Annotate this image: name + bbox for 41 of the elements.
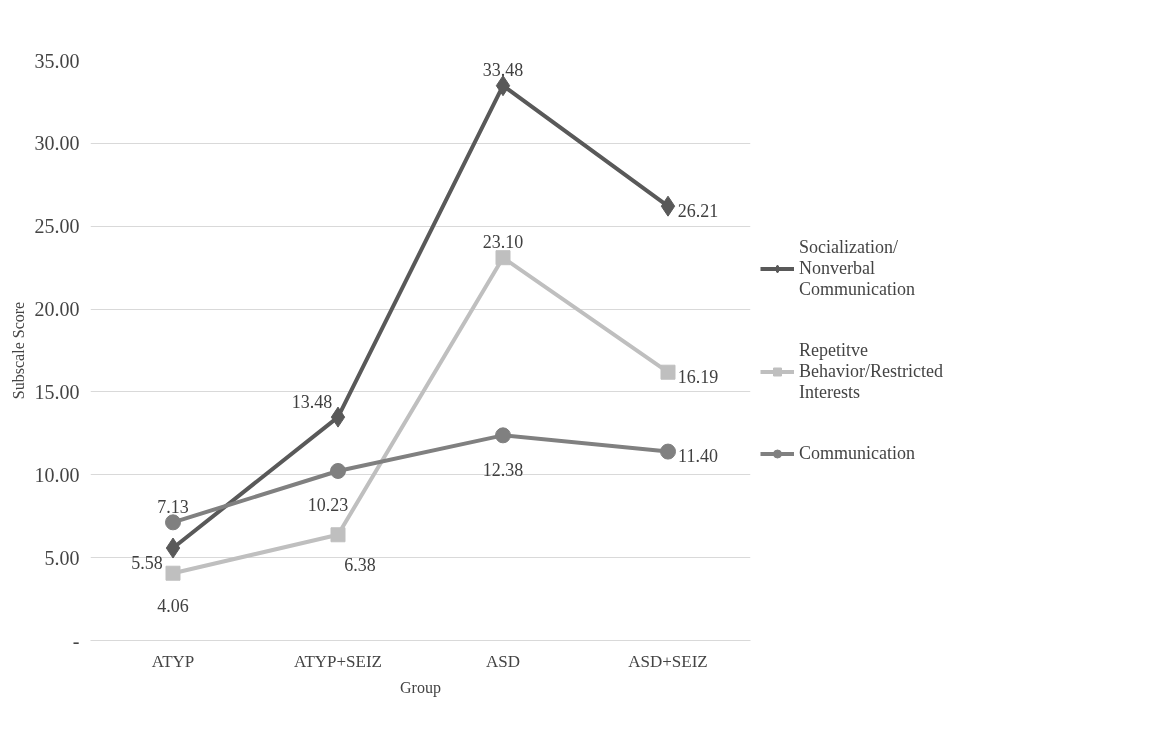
data-label: 4.06 <box>157 595 189 616</box>
y-tick-label: 30.00 <box>34 132 80 155</box>
x-axis-title: Group <box>400 678 441 697</box>
data-label: 10.23 <box>307 495 349 516</box>
point <box>330 527 346 543</box>
y-tick-label: 15.00 <box>34 380 80 403</box>
y-tick-label: 10.00 <box>34 463 80 486</box>
data-label: 12.38 <box>482 459 524 480</box>
data-label: 26.21 <box>677 200 719 221</box>
y-tick-label: 20.00 <box>34 298 80 321</box>
x-tick-label: ATYP <box>151 651 195 671</box>
data-label: 33.48 <box>482 60 524 81</box>
y-tick-label: 5.00 <box>44 546 80 569</box>
point <box>495 250 511 266</box>
x-tick-label: ATYP+SEIZ <box>294 651 382 671</box>
point <box>495 75 511 97</box>
legend-label: Communication <box>799 442 915 464</box>
y-axis-title: Subscale Score <box>9 301 27 400</box>
legend-label: Socialization/ Nonverbal Communication <box>799 236 915 300</box>
data-label: 7.13 <box>157 496 189 517</box>
y-tick-label: 25.00 <box>34 215 80 238</box>
point <box>165 514 181 531</box>
data-label: 11.40 <box>678 446 718 467</box>
data-label: 16.19 <box>677 366 719 387</box>
data-label: 13.48 <box>291 391 333 412</box>
y-tick-label: 35.00 <box>34 49 80 72</box>
point <box>330 406 346 428</box>
point <box>165 537 181 559</box>
x-tick-label: ASD <box>486 651 521 671</box>
point <box>165 565 181 581</box>
point <box>660 195 676 217</box>
point <box>660 443 676 460</box>
data-label: 5.58 <box>131 552 163 573</box>
data-label: 23.10 <box>482 232 524 253</box>
legend-label: Repetitve Behavior/Restricted Interests <box>799 339 943 403</box>
point <box>495 427 511 444</box>
point <box>660 364 676 380</box>
y-tick-label: - <box>72 629 80 652</box>
x-tick-label: ASD+SEIZ <box>628 651 708 671</box>
data-label: 6.38 <box>344 555 376 576</box>
point <box>330 462 346 479</box>
